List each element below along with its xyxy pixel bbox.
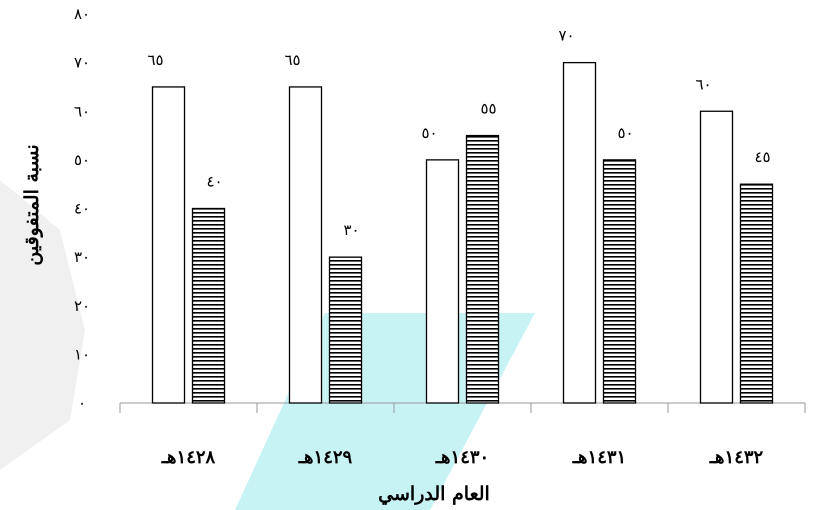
bar-series-2	[191, 207, 226, 404]
bars	[151, 61, 774, 404]
x-axis-ticks	[119, 403, 806, 413]
category-label: ١٤٣١هـ	[572, 447, 626, 468]
y-tick-label: ٧٠	[74, 54, 90, 72]
y-tick-label: ٣٠	[74, 248, 90, 266]
y-tick-label: ٢٠	[74, 297, 90, 315]
data-label: ٦٥	[147, 51, 163, 69]
data-label: ٦٥	[284, 51, 300, 69]
y-tick-label: ٤٠	[74, 200, 90, 218]
category-label: ١٤٣٢هـ	[709, 447, 764, 468]
bar-series-1	[151, 86, 186, 404]
data-labels: ٦٥ ٤٠ ٦٥ ٣٠ ٥٠ ٥٥ ٧٠ ٥٠ ٦٠ ٤٥	[147, 27, 770, 240]
y-axis-title: نسبة المتفوقين	[21, 144, 43, 265]
data-label: ٧٠	[558, 27, 574, 45]
y-tick-label: ٨٠	[74, 5, 90, 23]
bar-series-1	[562, 61, 597, 404]
bar-series-2	[739, 183, 774, 404]
bar-series-1	[288, 86, 323, 404]
category-label: ١٤٢٩هـ	[298, 447, 353, 468]
category-label: ١٤٣٠هـ	[435, 447, 489, 468]
category-labels: ١٤٢٨هـ ١٤٢٩هـ ١٤٣٠هـ ١٤٣١هـ ١٤٣٢هـ	[161, 447, 764, 468]
category-label: ١٤٢٨هـ	[161, 447, 216, 468]
data-label: ٥٠	[617, 124, 633, 142]
y-tick-label: ١٠	[74, 345, 90, 363]
data-label: ٣٠	[343, 221, 359, 239]
bar-series-2	[328, 256, 363, 404]
bar-series-2	[465, 134, 500, 404]
y-tick-label: ٥٠	[74, 151, 90, 169]
bar-series-1	[425, 159, 460, 404]
y-tick-label: ٦٠	[74, 102, 90, 120]
data-label: ٥٥	[480, 100, 496, 118]
bar-series-1	[699, 110, 734, 404]
y-tick-label: ٠	[78, 394, 86, 412]
data-label: ٦٠	[695, 75, 711, 93]
x-axis-title: العام الدراسي	[378, 483, 490, 506]
data-label: ٤٠	[206, 173, 222, 191]
data-label: ٤٥	[754, 148, 770, 166]
y-axis: ٠ ١٠ ٢٠ ٣٠ ٤٠ ٥٠ ٦٠ ٧٠ ٨٠	[74, 5, 90, 412]
data-label: ٥٠	[421, 124, 437, 142]
bar-series-2	[602, 159, 637, 404]
